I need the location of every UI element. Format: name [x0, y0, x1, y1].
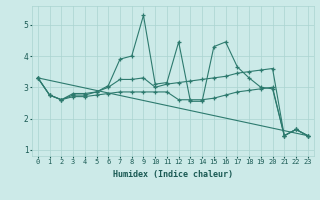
- X-axis label: Humidex (Indice chaleur): Humidex (Indice chaleur): [113, 170, 233, 179]
